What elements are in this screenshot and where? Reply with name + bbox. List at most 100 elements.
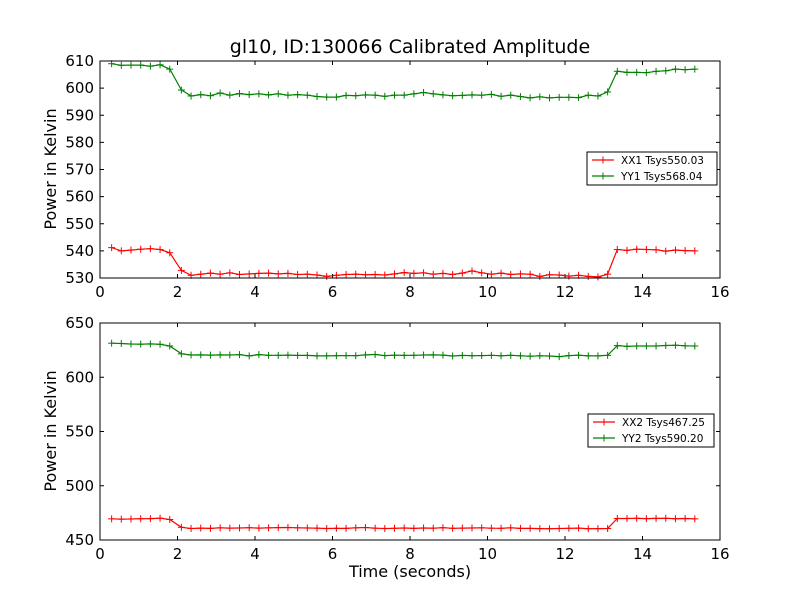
data-point bbox=[127, 246, 135, 254]
data-point bbox=[400, 91, 408, 99]
x-tick-label: 8 bbox=[405, 283, 415, 301]
data-point bbox=[487, 90, 495, 98]
data-point bbox=[497, 524, 505, 532]
data-point bbox=[546, 94, 553, 102]
data-point bbox=[429, 351, 437, 359]
data-point bbox=[555, 353, 563, 361]
data-point bbox=[429, 90, 437, 98]
data-point bbox=[604, 270, 612, 278]
data-point bbox=[681, 515, 689, 523]
data-point bbox=[177, 266, 185, 274]
data-point bbox=[478, 524, 486, 532]
data-point bbox=[197, 270, 205, 278]
data-point bbox=[187, 351, 195, 359]
data-point bbox=[458, 524, 466, 532]
data-point bbox=[439, 91, 447, 99]
data-point bbox=[623, 246, 631, 254]
legend: XX2 Tsys467.25 YY2 Tsys590.20 bbox=[587, 413, 715, 448]
data-point bbox=[108, 244, 116, 252]
x-tick-label: 10 bbox=[478, 545, 497, 563]
data-point bbox=[381, 524, 389, 532]
data-point bbox=[361, 91, 369, 99]
data-point bbox=[216, 524, 224, 532]
y-tick-label: 600 bbox=[65, 368, 94, 386]
y-tick-label: 580 bbox=[65, 133, 94, 151]
data-point bbox=[127, 61, 135, 69]
x-tick-label: 14 bbox=[633, 283, 652, 301]
data-point bbox=[352, 352, 360, 360]
data-point bbox=[516, 93, 524, 101]
data-point bbox=[255, 524, 263, 532]
legend-box bbox=[587, 413, 715, 448]
chart-title: gl10, ID:130066 Calibrated Amplitude bbox=[230, 36, 590, 58]
data-point bbox=[294, 524, 302, 532]
data-point bbox=[117, 340, 125, 348]
data-point bbox=[400, 524, 408, 532]
data-point bbox=[303, 351, 311, 359]
data-point bbox=[400, 351, 408, 359]
data-point bbox=[371, 524, 379, 532]
data-point bbox=[166, 342, 174, 350]
data-point bbox=[236, 524, 243, 532]
data-point bbox=[652, 342, 660, 350]
data-point bbox=[156, 61, 164, 69]
data-point bbox=[206, 92, 214, 100]
data-point bbox=[410, 524, 418, 532]
data-point bbox=[468, 91, 476, 99]
data-point bbox=[410, 269, 418, 277]
data-point bbox=[236, 270, 243, 278]
data-point bbox=[381, 92, 389, 100]
x-tick-label: 12 bbox=[555, 545, 574, 563]
data-point bbox=[662, 247, 670, 255]
data-point bbox=[623, 515, 631, 523]
data-point bbox=[594, 525, 602, 533]
data-point bbox=[187, 92, 195, 100]
data-point bbox=[662, 341, 670, 349]
legend-box bbox=[586, 151, 718, 186]
data-point bbox=[255, 90, 263, 98]
data-point bbox=[352, 270, 360, 278]
data-point bbox=[177, 523, 185, 531]
data-point bbox=[245, 524, 253, 532]
data-point bbox=[156, 340, 164, 348]
data-point bbox=[371, 91, 379, 99]
data-point bbox=[265, 351, 273, 359]
data-point bbox=[555, 271, 563, 279]
data-point bbox=[507, 270, 515, 278]
legend: XX1 Tsys550.03 YY1 Tsys568.04 bbox=[586, 151, 718, 186]
plot-frame bbox=[99, 60, 721, 279]
data-point bbox=[216, 270, 224, 278]
data-point bbox=[642, 246, 650, 254]
data-point bbox=[332, 93, 340, 101]
data-point bbox=[206, 351, 214, 359]
data-point bbox=[420, 269, 428, 277]
data-point bbox=[546, 352, 553, 360]
data-point bbox=[303, 270, 311, 278]
data-point bbox=[594, 273, 602, 281]
data-point bbox=[303, 524, 311, 532]
data-point bbox=[245, 352, 253, 360]
data-point bbox=[691, 342, 699, 350]
data-point bbox=[274, 90, 282, 98]
data-point bbox=[439, 269, 447, 277]
data-point bbox=[536, 272, 544, 280]
data-point bbox=[623, 342, 631, 350]
data-point bbox=[197, 351, 205, 359]
data-point bbox=[361, 524, 369, 532]
data-point bbox=[487, 270, 495, 278]
data-point bbox=[420, 351, 428, 359]
x-tick-label: 16 bbox=[710, 283, 729, 301]
data-point bbox=[546, 525, 553, 533]
y-axis-label: Power in Kelvin bbox=[41, 370, 60, 491]
data-point bbox=[284, 351, 292, 359]
data-point bbox=[117, 61, 125, 69]
data-point bbox=[681, 247, 689, 255]
data-point bbox=[565, 524, 573, 532]
data-point bbox=[478, 91, 486, 99]
data-point bbox=[594, 352, 602, 360]
data-point bbox=[146, 62, 154, 70]
legend-label: YY1 Tsys568.04 bbox=[620, 171, 703, 183]
data-point bbox=[137, 340, 145, 348]
x-tick-label: 2 bbox=[173, 545, 183, 563]
data-point bbox=[197, 91, 205, 99]
